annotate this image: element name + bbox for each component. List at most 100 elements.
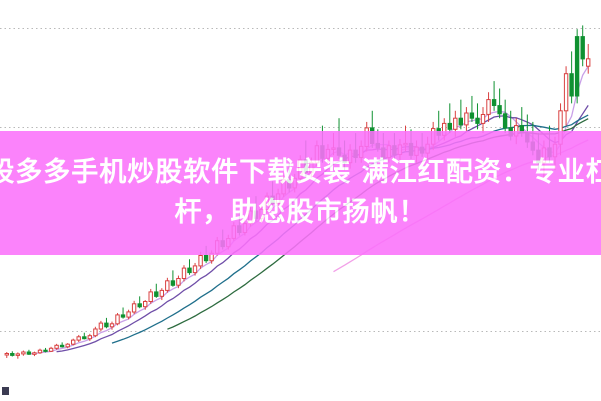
candle-body (586, 58, 591, 67)
candle (580, 25, 585, 67)
candle-body (48, 347, 54, 352)
candle (54, 343, 59, 350)
candle (192, 262, 198, 276)
candle (176, 275, 181, 289)
candle-body (192, 265, 198, 274)
candle-body (497, 105, 502, 115)
candle (469, 95, 475, 122)
candle (154, 283, 159, 298)
candle (10, 351, 15, 357)
candle (480, 107, 486, 134)
candle (4, 352, 9, 358)
candle-body (104, 322, 109, 328)
candle-body (71, 339, 76, 345)
candle-body (10, 353, 15, 356)
gridlines (0, 28, 601, 332)
candle (475, 103, 480, 130)
candle-body (491, 99, 497, 106)
candle (447, 103, 453, 134)
candle-body (198, 255, 203, 267)
candle (502, 99, 508, 134)
candle (497, 88, 502, 119)
candle-body (37, 349, 43, 354)
candle-body (137, 303, 142, 308)
candle (148, 288, 153, 304)
candle (32, 351, 37, 357)
candle (98, 320, 104, 332)
candle-body (165, 280, 170, 291)
candle-body (203, 255, 209, 262)
candle-body (502, 113, 508, 129)
candle-body (131, 303, 137, 313)
candle (170, 270, 176, 287)
candle-body (148, 291, 153, 302)
candle-body (32, 352, 37, 355)
candle (43, 347, 48, 353)
candle (120, 307, 126, 319)
candle (187, 259, 192, 275)
candle (26, 349, 32, 355)
candle (563, 66, 569, 126)
candle-body (580, 36, 585, 60)
candle-body (159, 289, 165, 297)
candle (76, 334, 81, 342)
candle (87, 333, 92, 341)
candle-body (115, 314, 120, 325)
candle (586, 43, 591, 74)
promo-line-2: 杆，助您股市扬帆！ (174, 197, 427, 228)
candle (126, 309, 131, 320)
candle-body (4, 353, 9, 356)
corner-marker-icon (2, 387, 9, 395)
candle-body (82, 336, 87, 340)
candle (486, 92, 491, 122)
candle-body (181, 267, 187, 280)
candle (181, 265, 187, 282)
candle (37, 348, 43, 354)
candle-body (143, 301, 148, 308)
candle (569, 51, 574, 104)
candle-body (447, 122, 453, 130)
candle-body (453, 117, 458, 130)
candle (159, 288, 165, 301)
candle (574, 29, 580, 104)
candle-body (54, 344, 59, 349)
candle-body (458, 117, 464, 126)
candle (48, 346, 54, 353)
candle-body (469, 112, 475, 119)
candle-body (59, 344, 65, 348)
candle (71, 338, 76, 346)
candle-body (187, 267, 192, 274)
candle (143, 300, 148, 310)
candle-body (563, 73, 569, 112)
candle-body (154, 291, 159, 297)
candle (65, 343, 70, 349)
candle (59, 342, 65, 348)
candle-body (126, 311, 131, 318)
candle-body (176, 278, 181, 286)
candle (491, 81, 497, 111)
candle (82, 332, 87, 340)
candle (21, 350, 26, 356)
candle-body (43, 349, 48, 352)
candle-body (170, 280, 176, 286)
candle-body (87, 335, 92, 340)
candle-body (486, 99, 491, 115)
candle (165, 277, 170, 293)
candle (93, 326, 98, 338)
candle-body (98, 322, 104, 330)
candle (458, 99, 464, 130)
candle-body (93, 328, 98, 337)
candle (15, 352, 21, 359)
promo-banner: 股多多手机炒股软件下载安装 满江红配资：专业杠 杆，助您股市扬帆！ (0, 131, 601, 255)
candle-body (76, 336, 81, 341)
candle-body (574, 36, 580, 97)
candle (104, 317, 109, 329)
promo-line-1: 股多多手机炒股软件下载安装 满江红配资：专业杠 (0, 157, 601, 188)
candle-body (475, 117, 480, 124)
candle (109, 321, 115, 330)
candle-body (569, 73, 574, 97)
candle-body (65, 343, 70, 348)
candle-body (464, 112, 469, 126)
candle (115, 313, 120, 326)
